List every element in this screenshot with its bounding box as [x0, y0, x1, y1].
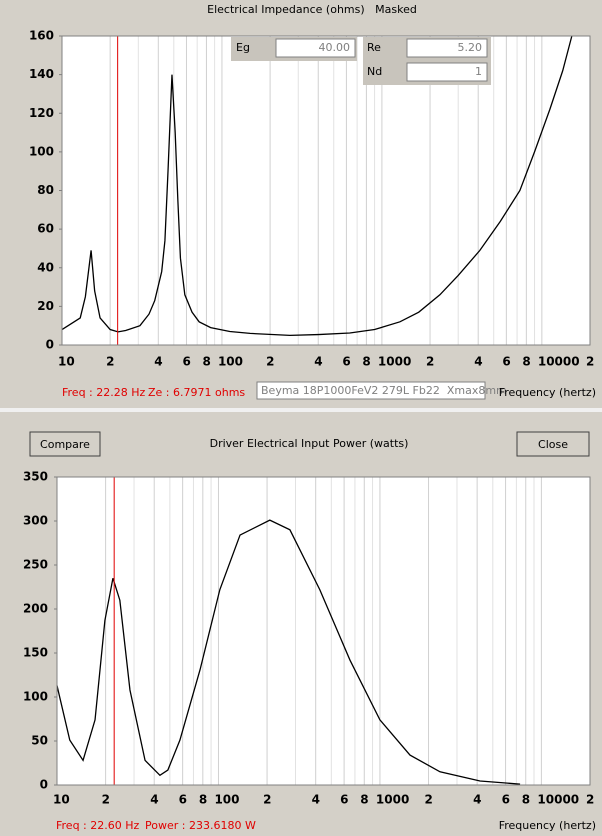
field-label: Eg [236, 41, 250, 54]
y-tick-label: 300 [23, 514, 48, 528]
x-tick-label: 1000 [376, 793, 409, 807]
x-tick-label: 4 [150, 793, 158, 807]
x-tick-label: 2 [586, 355, 594, 369]
y-tick-label: 150 [23, 646, 48, 660]
plot-border [61, 35, 591, 346]
y-tick-label: 80 [37, 183, 54, 197]
x-tick-label: 4 [474, 355, 482, 369]
y-tick-label: 200 [23, 602, 48, 616]
y-tick-label: 50 [31, 734, 48, 748]
status-freq: Freq : 22.28 Hz [62, 386, 146, 399]
curve [56, 519, 521, 785]
x-tick-label: 10 [53, 793, 70, 807]
button-label: Close [538, 438, 568, 451]
x-tick-label: 2 [586, 793, 594, 807]
x-tick-label: 8 [522, 793, 530, 807]
field-input[interactable] [275, 38, 356, 58]
x-tick-label: 6 [502, 793, 510, 807]
field-input[interactable] [406, 38, 488, 58]
plot-area [56, 476, 591, 786]
x-axis-label: Frequency (hertz) [499, 386, 596, 399]
x-tick-label: 4 [154, 355, 162, 369]
y-tick-label: 60 [37, 222, 54, 236]
driver-name: Beyma 18P1000FeV2 279L Fb22 Xmax8mm [261, 384, 507, 397]
x-tick-label: 8 [362, 355, 370, 369]
y-tick-label: 160 [29, 29, 54, 43]
x-tick-label: 4 [314, 355, 322, 369]
field-label: Nd [367, 65, 382, 78]
y-tick-label: 140 [29, 67, 54, 81]
field-value: 1 [475, 65, 482, 78]
y-tick-label: 100 [29, 144, 54, 158]
y-tick-label: 20 [37, 299, 54, 313]
x-tick-label: 8 [199, 793, 207, 807]
y-tick-label: 0 [46, 338, 54, 352]
separator [0, 408, 602, 412]
x-tick-label: 6 [179, 793, 187, 807]
x-tick-label: 2 [106, 355, 114, 369]
x-tick-label: 2 [263, 793, 271, 807]
chart-title: Electrical Impedance (ohms) Masked [207, 3, 417, 16]
x-tick-label: 10000 [537, 793, 579, 807]
x-tick-label: 8 [202, 355, 210, 369]
field-value: 5.20 [458, 41, 483, 54]
status-impedance: Ze : 6.7971 ohms [148, 386, 245, 399]
compare-button[interactable] [29, 431, 101, 457]
chart-title: Driver Electrical Input Power (watts) [210, 437, 409, 450]
x-tick-label: 10000 [538, 355, 580, 369]
y-tick-label: 350 [23, 470, 48, 484]
x-tick-label: 4 [473, 793, 481, 807]
x-tick-label: 4 [312, 793, 320, 807]
x-tick-label: 6 [502, 355, 510, 369]
x-tick-label: 2 [426, 355, 434, 369]
driver-box [256, 381, 486, 400]
field-label: Re [367, 41, 381, 54]
x-tick-label: 10 [58, 355, 75, 369]
plot-border [56, 476, 591, 786]
x-tick-label: 100 [218, 355, 243, 369]
charts: 10 2 4 6 8 100 2 4 6 8 1000 2 4 6 8 10000 20204060801001… [23, 29, 594, 807]
x-tick-label: 2 [266, 355, 274, 369]
y-tick-label: 0 [40, 778, 48, 792]
button-label: Compare [40, 438, 90, 451]
x-tick-label: 2 [425, 793, 433, 807]
plot-area [61, 35, 591, 346]
status-freq: Freq : 22.60 Hz [56, 819, 140, 832]
curve [61, 35, 573, 336]
x-tick-label: 2 [102, 793, 110, 807]
x-tick-label: 100 [214, 793, 239, 807]
field-input[interactable] [406, 62, 488, 82]
y-tick-label: 250 [23, 558, 48, 572]
x-tick-label: 8 [522, 355, 530, 369]
status-power: Power : 233.6180 W [145, 819, 256, 832]
y-tick-label: 40 [37, 260, 54, 274]
x-tick-label: 6 [340, 793, 348, 807]
y-tick-label: 100 [23, 690, 48, 704]
y-tick-label: 120 [29, 106, 54, 120]
field-value: 40.00 [319, 41, 351, 54]
x-tick-label: 8 [360, 793, 368, 807]
x-tick-label: 6 [182, 355, 190, 369]
x-tick-label: 1000 [378, 355, 411, 369]
x-tick-label: 6 [342, 355, 350, 369]
close-button[interactable] [516, 431, 590, 457]
x-axis-label: Frequency (hertz) [499, 819, 596, 832]
